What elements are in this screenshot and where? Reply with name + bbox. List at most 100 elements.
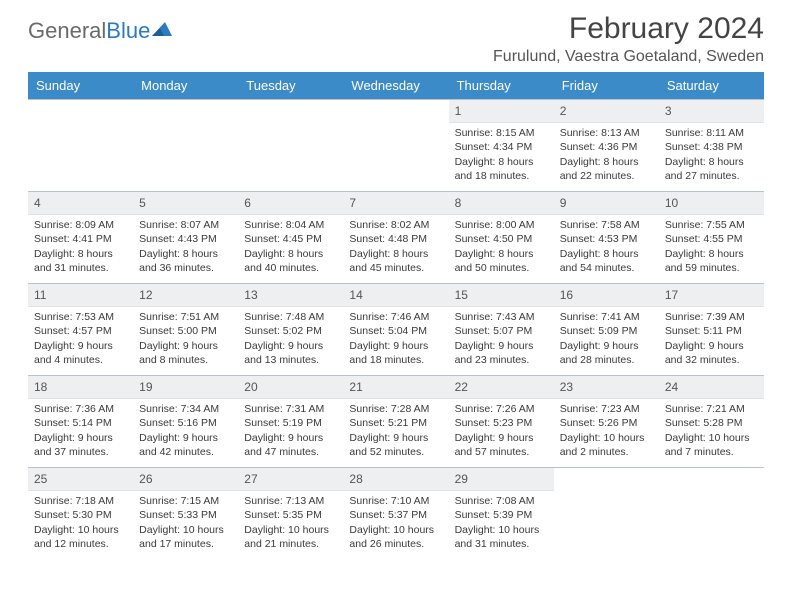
sunrise-text: Sunrise: 7:18 AM: [34, 494, 127, 508]
daylight-text: and 13 minutes.: [244, 353, 337, 367]
daylight-text: Daylight: 9 hours: [139, 431, 232, 445]
sunset-text: Sunset: 4:48 PM: [349, 232, 442, 246]
day-number: 24: [659, 376, 764, 399]
day-details: Sunrise: 8:00 AMSunset: 4:50 PMDaylight:…: [449, 215, 554, 279]
sunrise-text: Sunrise: 8:07 AM: [139, 218, 232, 232]
daylight-text: Daylight: 8 hours: [455, 247, 548, 261]
day-number: 25: [28, 468, 133, 491]
calendar-row: 11Sunrise: 7:53 AMSunset: 4:57 PMDayligh…: [28, 284, 764, 376]
calendar-cell: 9Sunrise: 7:58 AMSunset: 4:53 PMDaylight…: [554, 192, 659, 284]
logo-triangle-icon: [152, 20, 174, 43]
day-number: 13: [238, 284, 343, 307]
calendar-cell: 11Sunrise: 7:53 AMSunset: 4:57 PMDayligh…: [28, 284, 133, 376]
daylight-text: and 36 minutes.: [139, 261, 232, 275]
logo-part2: Blue: [106, 18, 150, 43]
sunset-text: Sunset: 5:11 PM: [665, 324, 758, 338]
day-number: 7: [343, 192, 448, 215]
day-number: 6: [238, 192, 343, 215]
header: GeneralBlue February 2024 Furulund, Vaes…: [28, 12, 764, 66]
page-title: February 2024: [493, 12, 764, 46]
calendar-cell: 28Sunrise: 7:10 AMSunset: 5:37 PMDayligh…: [343, 468, 448, 560]
calendar-cell: 27Sunrise: 7:13 AMSunset: 5:35 PMDayligh…: [238, 468, 343, 560]
sunset-text: Sunset: 5:23 PM: [455, 416, 548, 430]
day-number: 21: [343, 376, 448, 399]
day-details: Sunrise: 8:04 AMSunset: 4:45 PMDaylight:…: [238, 215, 343, 279]
sunrise-text: Sunrise: 7:46 AM: [349, 310, 442, 324]
day-number: 10: [659, 192, 764, 215]
sunset-text: Sunset: 5:26 PM: [560, 416, 653, 430]
day-details: Sunrise: 7:28 AMSunset: 5:21 PMDaylight:…: [343, 399, 448, 463]
day-number: 18: [28, 376, 133, 399]
calendar-cell: 25Sunrise: 7:18 AMSunset: 5:30 PMDayligh…: [28, 468, 133, 560]
sunrise-text: Sunrise: 7:39 AM: [665, 310, 758, 324]
sunset-text: Sunset: 5:37 PM: [349, 508, 442, 522]
daylight-text: and 50 minutes.: [455, 261, 548, 275]
sunrise-text: Sunrise: 8:04 AM: [244, 218, 337, 232]
sunrise-text: Sunrise: 7:13 AM: [244, 494, 337, 508]
sunrise-text: Sunrise: 7:36 AM: [34, 402, 127, 416]
title-block: February 2024 Furulund, Vaestra Goetalan…: [493, 12, 764, 66]
daylight-text: Daylight: 9 hours: [244, 339, 337, 353]
daylight-text: Daylight: 9 hours: [349, 339, 442, 353]
daylight-text: Daylight: 10 hours: [455, 523, 548, 537]
calendar-cell: [343, 100, 448, 192]
sunset-text: Sunset: 5:16 PM: [139, 416, 232, 430]
calendar-cell: [554, 468, 659, 560]
calendar-cell: 16Sunrise: 7:41 AMSunset: 5:09 PMDayligh…: [554, 284, 659, 376]
sunset-text: Sunset: 4:45 PM: [244, 232, 337, 246]
day-details: Sunrise: 8:02 AMSunset: 4:48 PMDaylight:…: [343, 215, 448, 279]
daylight-text: and 8 minutes.: [139, 353, 232, 367]
col-friday: Friday: [554, 72, 659, 100]
daylight-text: and 18 minutes.: [455, 169, 548, 183]
calendar-cell: 15Sunrise: 7:43 AMSunset: 5:07 PMDayligh…: [449, 284, 554, 376]
daylight-text: and 21 minutes.: [244, 537, 337, 551]
sunset-text: Sunset: 5:21 PM: [349, 416, 442, 430]
daylight-text: and 32 minutes.: [665, 353, 758, 367]
sunset-text: Sunset: 5:02 PM: [244, 324, 337, 338]
calendar-cell: 26Sunrise: 7:15 AMSunset: 5:33 PMDayligh…: [133, 468, 238, 560]
calendar-table: Sunday Monday Tuesday Wednesday Thursday…: [28, 72, 764, 560]
sunset-text: Sunset: 5:35 PM: [244, 508, 337, 522]
calendar-cell: 17Sunrise: 7:39 AMSunset: 5:11 PMDayligh…: [659, 284, 764, 376]
calendar-row: 4Sunrise: 8:09 AMSunset: 4:41 PMDaylight…: [28, 192, 764, 284]
day-details: Sunrise: 7:13 AMSunset: 5:35 PMDaylight:…: [238, 491, 343, 555]
daylight-text: and 7 minutes.: [665, 445, 758, 459]
day-details: Sunrise: 7:55 AMSunset: 4:55 PMDaylight:…: [659, 215, 764, 279]
sunset-text: Sunset: 5:33 PM: [139, 508, 232, 522]
sunrise-text: Sunrise: 8:11 AM: [665, 126, 758, 140]
calendar-cell: 14Sunrise: 7:46 AMSunset: 5:04 PMDayligh…: [343, 284, 448, 376]
sunrise-text: Sunrise: 7:51 AM: [139, 310, 232, 324]
sunrise-text: Sunrise: 7:31 AM: [244, 402, 337, 416]
daylight-text: Daylight: 10 hours: [560, 431, 653, 445]
daylight-text: and 47 minutes.: [244, 445, 337, 459]
daylight-text: Daylight: 8 hours: [665, 155, 758, 169]
daylight-text: and 37 minutes.: [34, 445, 127, 459]
sunrise-text: Sunrise: 7:43 AM: [455, 310, 548, 324]
calendar-cell: 5Sunrise: 8:07 AMSunset: 4:43 PMDaylight…: [133, 192, 238, 284]
day-number: 22: [449, 376, 554, 399]
calendar-cell: 1Sunrise: 8:15 AMSunset: 4:34 PMDaylight…: [449, 100, 554, 192]
daylight-text: Daylight: 9 hours: [244, 431, 337, 445]
sunset-text: Sunset: 5:39 PM: [455, 508, 548, 522]
daylight-text: and 42 minutes.: [139, 445, 232, 459]
sunset-text: Sunset: 4:57 PM: [34, 324, 127, 338]
calendar-cell: 12Sunrise: 7:51 AMSunset: 5:00 PMDayligh…: [133, 284, 238, 376]
sunrise-text: Sunrise: 7:08 AM: [455, 494, 548, 508]
day-details: Sunrise: 7:58 AMSunset: 4:53 PMDaylight:…: [554, 215, 659, 279]
calendar-cell: 19Sunrise: 7:34 AMSunset: 5:16 PMDayligh…: [133, 376, 238, 468]
daylight-text: Daylight: 9 hours: [455, 431, 548, 445]
calendar-row: 25Sunrise: 7:18 AMSunset: 5:30 PMDayligh…: [28, 468, 764, 560]
daylight-text: Daylight: 8 hours: [560, 155, 653, 169]
col-thursday: Thursday: [449, 72, 554, 100]
day-number: 17: [659, 284, 764, 307]
day-details: Sunrise: 7:46 AMSunset: 5:04 PMDaylight:…: [343, 307, 448, 371]
sunrise-text: Sunrise: 7:55 AM: [665, 218, 758, 232]
day-details: Sunrise: 7:23 AMSunset: 5:26 PMDaylight:…: [554, 399, 659, 463]
daylight-text: and 57 minutes.: [455, 445, 548, 459]
sunset-text: Sunset: 4:53 PM: [560, 232, 653, 246]
daylight-text: Daylight: 9 hours: [455, 339, 548, 353]
day-number: 27: [238, 468, 343, 491]
sunset-text: Sunset: 5:14 PM: [34, 416, 127, 430]
daylight-text: and 18 minutes.: [349, 353, 442, 367]
daylight-text: and 28 minutes.: [560, 353, 653, 367]
